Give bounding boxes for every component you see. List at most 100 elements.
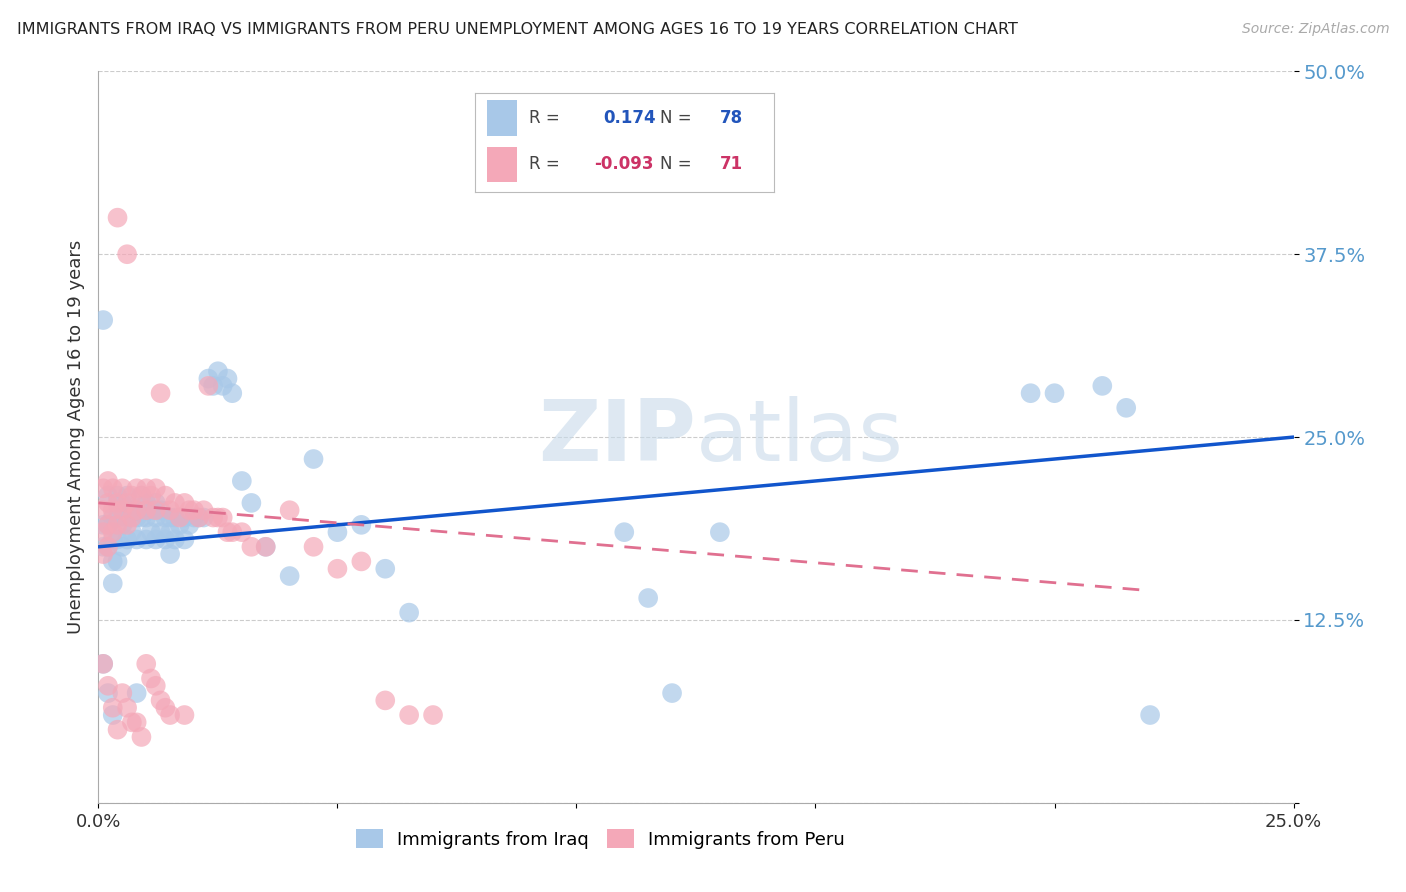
- Point: [101, 533, 124, 547]
- Point: [145, 496, 167, 510]
- Point: [159, 503, 181, 517]
- Point: [326, 562, 349, 576]
- Point: [173, 496, 195, 510]
- Point: [159, 547, 181, 561]
- Point: [135, 533, 157, 547]
- Point: [155, 510, 177, 524]
- Point: [637, 591, 659, 605]
- Point: [101, 525, 124, 540]
- Point: [207, 510, 229, 524]
- Point: [374, 562, 396, 576]
- Point: [135, 503, 157, 517]
- Point: [91, 547, 114, 561]
- Point: [1019, 386, 1042, 401]
- Point: [101, 708, 124, 723]
- Point: [111, 481, 134, 495]
- Point: [240, 496, 263, 510]
- Point: [149, 503, 172, 517]
- Point: [163, 496, 186, 510]
- Point: [125, 715, 148, 730]
- Point: [97, 496, 120, 510]
- Point: [221, 386, 243, 401]
- Point: [131, 730, 153, 744]
- Point: [163, 510, 186, 524]
- Point: [240, 540, 263, 554]
- Point: [183, 510, 205, 524]
- Point: [1091, 379, 1114, 393]
- Point: [91, 481, 114, 495]
- Point: [101, 510, 124, 524]
- Point: [111, 540, 134, 554]
- Point: [97, 540, 120, 554]
- Point: [145, 533, 167, 547]
- Point: [101, 554, 124, 568]
- Point: [111, 496, 134, 510]
- Point: [97, 540, 120, 554]
- Point: [107, 517, 129, 532]
- Point: [97, 517, 120, 532]
- Point: [187, 510, 209, 524]
- Point: [231, 474, 253, 488]
- Point: [97, 679, 120, 693]
- Point: [97, 474, 120, 488]
- Y-axis label: Unemployment Among Ages 16 to 19 years: Unemployment Among Ages 16 to 19 years: [66, 240, 84, 634]
- Point: [107, 533, 129, 547]
- Point: [131, 510, 153, 524]
- Point: [254, 540, 277, 554]
- Point: [193, 510, 215, 524]
- Text: IMMIGRANTS FROM IRAQ VS IMMIGRANTS FROM PERU UNEMPLOYMENT AMONG AGES 16 TO 19 YE: IMMIGRANTS FROM IRAQ VS IMMIGRANTS FROM …: [17, 22, 1018, 37]
- Point: [350, 554, 373, 568]
- Point: [101, 576, 124, 591]
- Point: [302, 540, 325, 554]
- Point: [398, 606, 420, 620]
- Point: [179, 517, 201, 532]
- Point: [91, 525, 114, 540]
- Point: [197, 379, 219, 393]
- Text: ZIP: ZIP: [538, 395, 696, 479]
- Point: [709, 525, 731, 540]
- Point: [131, 489, 153, 503]
- Point: [115, 700, 138, 714]
- Point: [145, 679, 167, 693]
- Point: [115, 517, 138, 532]
- Point: [254, 540, 277, 554]
- Point: [159, 510, 181, 524]
- Point: [139, 489, 162, 503]
- Point: [111, 517, 134, 532]
- Point: [1139, 708, 1161, 723]
- Point: [115, 533, 138, 547]
- Point: [91, 313, 114, 327]
- Point: [121, 715, 143, 730]
- Point: [326, 525, 349, 540]
- Point: [661, 686, 683, 700]
- Point: [111, 686, 134, 700]
- Point: [169, 517, 191, 532]
- Point: [107, 496, 129, 510]
- Point: [1115, 401, 1137, 415]
- Legend: Immigrants from Iraq, Immigrants from Peru: Immigrants from Iraq, Immigrants from Pe…: [349, 822, 852, 856]
- Point: [374, 693, 396, 707]
- Point: [149, 386, 172, 401]
- Point: [135, 481, 157, 495]
- Point: [302, 452, 325, 467]
- Point: [91, 657, 114, 671]
- Point: [155, 489, 177, 503]
- Point: [197, 371, 219, 385]
- Point: [202, 510, 225, 524]
- Point: [163, 533, 186, 547]
- Point: [121, 525, 143, 540]
- Point: [111, 503, 134, 517]
- Point: [231, 525, 253, 540]
- Point: [183, 503, 205, 517]
- Point: [278, 503, 301, 517]
- Point: [135, 510, 157, 524]
- Point: [125, 533, 148, 547]
- Point: [97, 517, 120, 532]
- Point: [159, 525, 181, 540]
- Point: [107, 489, 129, 503]
- Point: [211, 379, 233, 393]
- Point: [202, 379, 225, 393]
- Point: [107, 723, 129, 737]
- Point: [145, 510, 167, 524]
- Point: [97, 686, 120, 700]
